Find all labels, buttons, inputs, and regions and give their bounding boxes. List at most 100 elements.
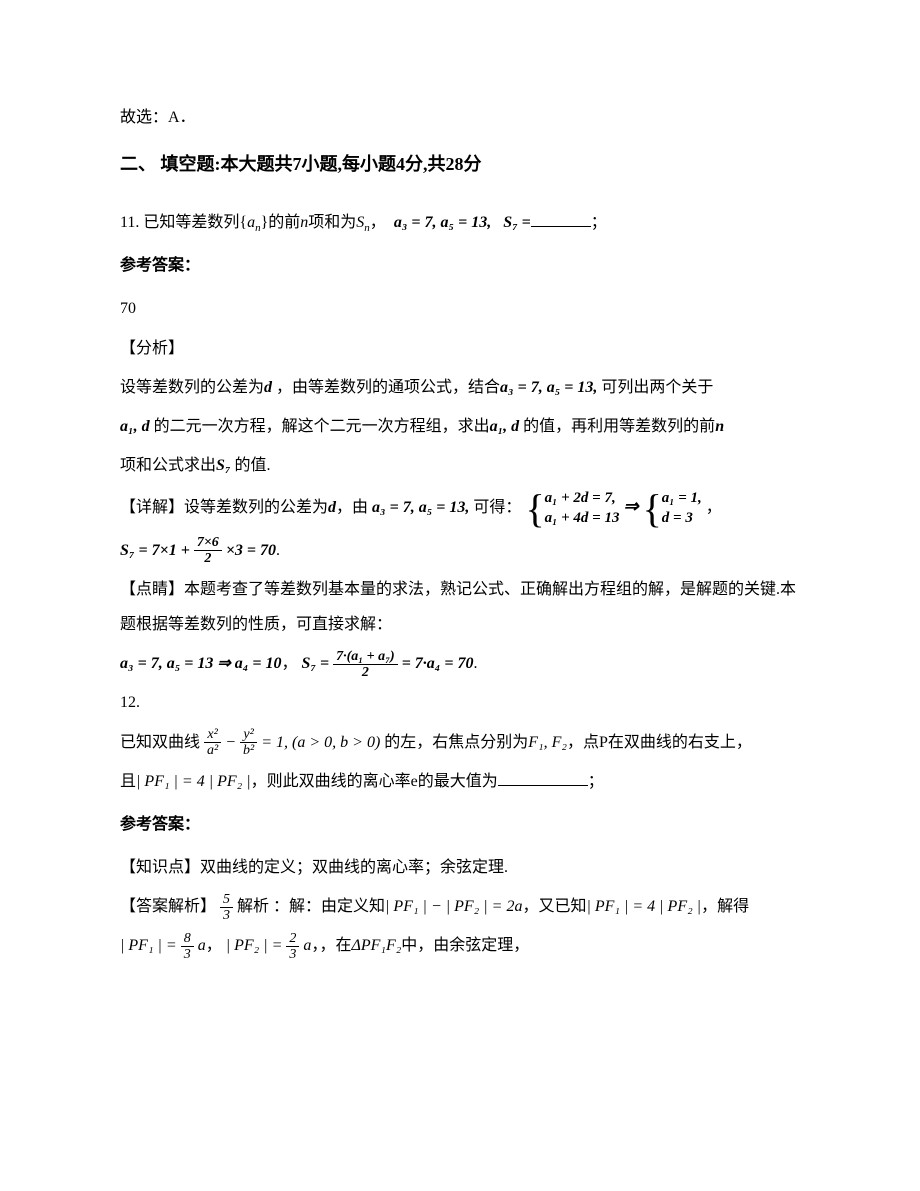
q11-analysis-p2: a₁, d 的二元一次方程，解这个二元一次方程组，求出a₁, d 的值，再利用等… (120, 409, 800, 444)
q11-a2-n: n (715, 418, 724, 435)
q12-in: ，在 (319, 937, 351, 954)
q12-after: ，点P在双曲线的右支上， (567, 734, 752, 751)
q11-analysis-p1: 设等差数列的公差为d ，由等差数列的通项公式，结合a₃ = 7, a₅ = 13… (120, 370, 800, 405)
q11-s7: S₇ = (503, 214, 531, 231)
q12-pf2-lhs: | PF₂ | = (226, 937, 283, 954)
prev-answer: 故选：A． (120, 100, 800, 135)
q12-pf1-num: 8 (181, 931, 194, 947)
q12-pf1-den: 3 (181, 947, 194, 962)
q12-pf-eq: | PF₁ | = 4 | PF₂ | (136, 773, 251, 790)
q12-pf1-a: a (198, 937, 206, 954)
q11-s7-post: ×3 = 70 (226, 542, 276, 559)
q11-a1-t3: 可列出两个关于 (601, 379, 713, 396)
q11-a2-vars1: a₁, d (120, 418, 150, 435)
q11-i-frac: 7·(a₁ + a₇) 2 (333, 649, 398, 681)
q12-pf2-num: 2 (286, 931, 299, 947)
q11-s7-den: 2 (194, 551, 222, 566)
q11-sys2-l2: d = 3 (662, 510, 693, 526)
q12-pf2-frac: 2 3 (286, 931, 299, 963)
q11-a3-t2: 的值. (235, 457, 271, 474)
q12-l2-pre: 且 (120, 773, 136, 790)
q12-ans-text: 解析 ：解：由定义知 (237, 898, 385, 915)
q11-stem: 11. 已知等差数列{an}的前n项和为Sn， a₃ = 7, a₅ = 13,… (120, 205, 800, 240)
q12-blank (498, 785, 588, 786)
q12-f1-num: x² (204, 727, 221, 743)
q12-pf2-den: 3 (286, 947, 299, 962)
q12-pf1-frac: 8 3 (181, 931, 194, 963)
q12-cos: 中，由余弦定理， (401, 937, 529, 954)
q11-d-comma: ， (706, 499, 722, 516)
q11-text-2: }的前 (261, 214, 301, 231)
q12-minus: − (225, 734, 236, 751)
q11-comma: ， (370, 214, 386, 231)
q11-answer-label: 参考答案： (120, 248, 800, 283)
q11-a1-d: d (264, 379, 272, 396)
q12-knowledge: 【知识点】双曲线的定义；双曲线的离心率；余弦定理. (120, 850, 800, 885)
q12-def-eq: | PF₁ | − | PF₂ | = 2a (385, 898, 522, 915)
brace-icon: { (525, 489, 544, 529)
q12-l2-tail: ； (588, 773, 604, 790)
q11-d-cond: a₃ = 7, a₅ = 13, (372, 499, 469, 516)
q12-answer-analysis: 【答案解析】 5 3 解析 ：解：由定义知| PF₁ | − | PF₂ | =… (120, 889, 800, 924)
q11-s7-num: 7×6 (194, 535, 222, 551)
q11-i-eq2-post: = 7·a₄ = 70 (402, 655, 474, 672)
q11-a1-t1: 设等差数列的公差为 (120, 379, 264, 396)
q11-a2-t2: 的值，再利用等差数列的前 (523, 418, 715, 435)
q11-arrow: ⇒ (623, 496, 638, 516)
q11-i-num: 7·(a₁ + a₇) (333, 649, 398, 665)
q11-a1-t2: ，由等差数列的通项公式，结合 (276, 379, 500, 396)
q11-blank (531, 226, 591, 227)
q12-stem-line2: 且| PF₁ | = 4 | PF₂ |，则此双曲线的离心率e的最大值为； (120, 764, 800, 799)
q11-system-2: { a₁ = 1, d = 3 (643, 489, 702, 529)
q11-a2-vars2: a₁, d (490, 418, 520, 435)
q11-detail: 【详解】设等差数列的公差为d，由 a₃ = 7, a₅ = 13, 可得： { … (120, 487, 800, 528)
q12-pf1-lhs: | PF₁ | = (120, 937, 177, 954)
q11-i-mid: ， (282, 655, 298, 672)
q12-triangle: ΔPF₁F₂ (351, 937, 401, 954)
q11-sys2-l1: a₁ = 1, (662, 490, 702, 506)
q11-insight-eq: a₃ = 7, a₅ = 13 ⇒ a₄ = 10， S₇ = 7·(a₁ + … (120, 646, 800, 681)
q11-text-1: 11. 已知等差数列{ (120, 214, 247, 231)
q12-f1-den: a² (204, 743, 221, 758)
q11-s7-period: . (276, 542, 280, 559)
q12-solve-line: | PF₁ | = 8 3 a， | PF₂ | = 2 3 a，，在ΔPF₁F… (120, 928, 800, 963)
q11-i-eq1: a₃ = 7, a₅ = 13 ⇒ a₄ = 10 (120, 655, 282, 672)
q11-d-d: d (328, 499, 336, 516)
q12-given-eq: | PF₁ | = 4 | PF₂ | (586, 898, 701, 915)
q11-d-label: 【详解】设等差数列的公差为 (120, 499, 328, 516)
q11-s7-frac: 7×6 2 (194, 535, 222, 567)
q12-answer-label: 参考答案： (120, 807, 800, 842)
q11-an-a: a (247, 214, 255, 231)
q11-sys1-l2: a₁ + 4d = 13 (545, 510, 620, 526)
q12-ans-den: 3 (220, 908, 233, 923)
q11-a1-cond: a₃ = 7, a₅ = 13, (500, 379, 597, 396)
q11-a2-t1: 的二元一次方程，解这个二元一次方程组，求出 (154, 418, 490, 435)
q11-insight: 【点睛】本题考查了等差数列基本量的求法，熟记公式、正确解出方程组的解，是解题的关… (120, 572, 800, 642)
q12-eq-post: = 1, (a > 0, b > 0) (261, 734, 380, 751)
q12-number: 12. (120, 685, 800, 720)
q12-ans-num: 5 (220, 892, 233, 908)
q12-ans-mid: ，又已知 (522, 898, 586, 915)
q11-analysis-label: 【分析】 (120, 331, 800, 366)
q12-ans-label: 【答案解析】 (120, 898, 216, 915)
q11-sys1-l1: a₁ + 2d = 7, (545, 490, 616, 506)
q12-sep1: ， (206, 937, 222, 954)
q11-a3-s7: S₇ (216, 457, 230, 474)
q11-condition: a₃ = 7, a₅ = 13, (394, 214, 491, 231)
q11-system-1: { a₁ + 2d = 7, a₁ + 4d = 13 (525, 489, 619, 529)
q12-f2-num: y² (240, 727, 257, 743)
q11-d-mid: ，由 (336, 499, 368, 516)
q11-answer-value: 70 (120, 291, 800, 326)
q12-ans-solve: ，解得 (701, 898, 749, 915)
q11-text-3: 项和为 (308, 214, 356, 231)
q11-i-period: . (474, 655, 478, 672)
q11-analysis-p3: 项和公式求出S₇ 的值. (120, 448, 800, 483)
q11-a3-t1: 项和公式求出 (120, 457, 216, 474)
q12-frac1: x² a² (204, 727, 221, 759)
q11-i-den: 2 (333, 665, 398, 680)
q12-pre: 已知双曲线 (120, 734, 200, 751)
section-2-header: 二、 填空题:本大题共7小题,每小题4分,共28分 (120, 145, 800, 185)
q12-stem-line1: 已知双曲线 x² a² − y² b² = 1, (a > 0, b > 0) … (120, 725, 800, 760)
q12-frac2: y² b² (240, 727, 257, 759)
q12-f2-den: b² (240, 743, 257, 758)
